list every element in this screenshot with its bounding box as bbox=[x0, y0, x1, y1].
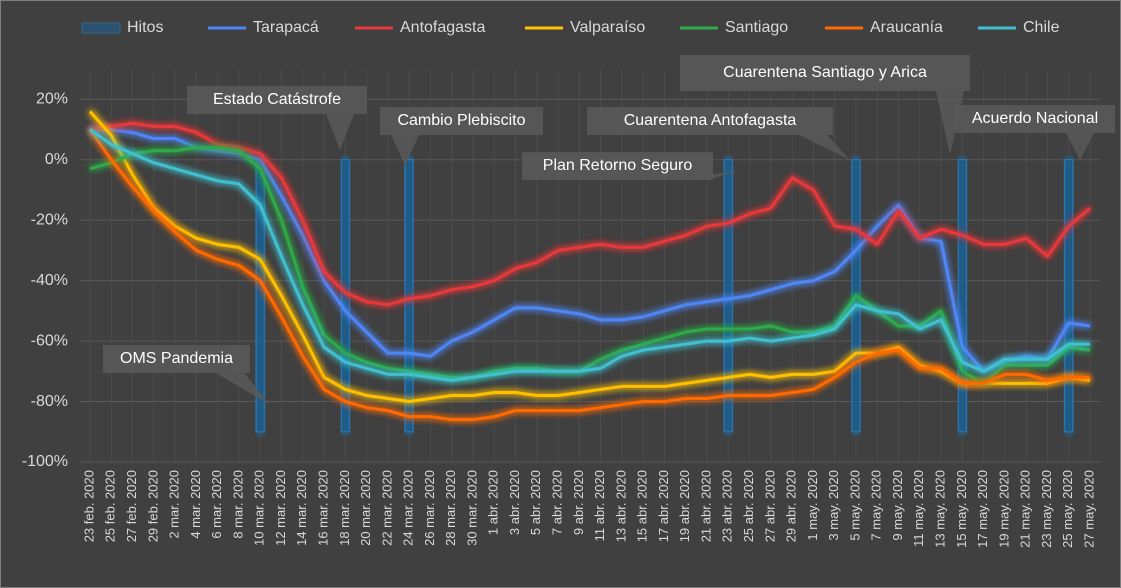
x-tick-label: 1 may. 2020 bbox=[805, 470, 820, 541]
x-tick-label: 23 abr. 2020 bbox=[720, 470, 735, 542]
legend-swatch bbox=[81, 22, 121, 34]
x-tick-label: 16 mar. 2020 bbox=[315, 470, 330, 546]
x-tick-label: 15 abr. 2020 bbox=[635, 470, 650, 542]
x-tick-label: 26 mar. 2020 bbox=[422, 470, 437, 546]
milestone-bar bbox=[957, 159, 967, 433]
callout-pointer bbox=[391, 135, 419, 165]
series-line bbox=[89, 128, 1090, 382]
series-line bbox=[88, 128, 1090, 422]
callout-box bbox=[187, 86, 367, 114]
x-tick-label: 24 mar. 2020 bbox=[401, 470, 416, 546]
milestone-bar bbox=[723, 159, 733, 433]
series-line bbox=[88, 110, 1091, 404]
x-tick-label: 9 abr. 2020 bbox=[571, 470, 586, 535]
legend-label: Chile bbox=[1023, 19, 1060, 36]
callout-pointer bbox=[799, 135, 850, 160]
annotation: Cuarentena Antofagasta bbox=[624, 112, 797, 129]
x-tick-label: 19 may. 2020 bbox=[996, 470, 1011, 548]
x-tick-label: 14 mar. 2020 bbox=[294, 470, 309, 546]
annotation: Cuarentena Santiago y Arica bbox=[723, 64, 927, 81]
y-tick-label: -20% bbox=[31, 211, 68, 228]
x-tick-label: 29 abr. 2020 bbox=[784, 470, 799, 542]
milestone-bar bbox=[1064, 159, 1074, 433]
legend-label: Santiago bbox=[725, 19, 788, 36]
x-tick-label: 19 abr. 2020 bbox=[677, 470, 692, 542]
y-tick-label: -60% bbox=[31, 332, 68, 349]
callout-pointer bbox=[216, 373, 270, 405]
x-tick-label: 23 feb. 2020 bbox=[81, 470, 96, 542]
x-tick-label: 3 may. 2020 bbox=[826, 470, 841, 541]
callout-box bbox=[680, 55, 970, 91]
x-tick-label: 7 abr. 2020 bbox=[550, 470, 565, 535]
callout-pointer bbox=[1066, 133, 1094, 160]
x-tick-label: 21 may. 2020 bbox=[1018, 470, 1033, 548]
y-tick-label: 0% bbox=[45, 151, 68, 168]
y-tick-label: -40% bbox=[31, 272, 68, 289]
x-tick-label: 4 mar. 2020 bbox=[188, 470, 203, 539]
y-tick-label: -80% bbox=[31, 393, 68, 410]
x-tick-label: 17 abr. 2020 bbox=[656, 470, 671, 542]
x-tick-label: 30 mar. 2020 bbox=[464, 470, 479, 546]
x-tick-label: 12 mar. 2020 bbox=[273, 470, 288, 546]
annotation: Plan Retorno Seguro bbox=[543, 157, 693, 174]
series-line bbox=[89, 146, 1091, 385]
x-tick-label: 3 abr. 2020 bbox=[507, 470, 522, 535]
annotation: Cambio Plebiscito bbox=[397, 112, 525, 129]
annotation: Estado Catástrofe bbox=[213, 91, 341, 108]
y-tick-label: -100% bbox=[22, 453, 68, 470]
callout-box bbox=[587, 107, 833, 135]
x-tick-label: 7 may. 2020 bbox=[869, 470, 884, 541]
x-tick-label: 28 mar. 2020 bbox=[443, 470, 458, 546]
y-tick-label: 20% bbox=[36, 90, 68, 107]
legend-label: Tarapacá bbox=[253, 19, 319, 36]
x-tick-label: 25 abr. 2020 bbox=[741, 470, 756, 542]
x-tick-label: 2 mar. 2020 bbox=[167, 470, 182, 539]
callout-pointer bbox=[326, 114, 354, 150]
callout-box bbox=[522, 152, 713, 180]
legend-label: Valparaíso bbox=[570, 19, 645, 36]
callout-box bbox=[955, 105, 1115, 133]
x-tick-label: 11 abr. 2020 bbox=[592, 470, 607, 541]
legend-label: Hitos bbox=[127, 19, 163, 36]
x-tick-label: 25 feb. 2020 bbox=[103, 470, 118, 542]
x-tick-label: 5 may. 2020 bbox=[847, 470, 862, 541]
x-tick-label: 10 mar. 2020 bbox=[252, 470, 267, 546]
x-tick-label: 22 mar. 2020 bbox=[379, 470, 394, 546]
callout-box bbox=[103, 345, 250, 373]
annotation: OMS Pandemia bbox=[120, 350, 233, 367]
x-tick-label: 1 abr. 2020 bbox=[486, 470, 501, 535]
x-tick-label: 17 may. 2020 bbox=[975, 470, 990, 548]
x-tick-label: 27 abr. 2020 bbox=[762, 470, 777, 542]
x-tick-label: 21 abr. 2020 bbox=[698, 470, 713, 542]
x-tick-label: 23 may. 2020 bbox=[1039, 470, 1054, 548]
x-tick-label: 11 may. 2020 bbox=[911, 470, 926, 547]
legend-label: Araucanía bbox=[870, 19, 943, 36]
x-tick-label: 18 mar. 2020 bbox=[337, 470, 352, 546]
x-tick-label: 8 mar. 2020 bbox=[230, 470, 245, 539]
x-tick-label: 27 feb. 2020 bbox=[124, 470, 139, 542]
x-tick-label: 25 may. 2020 bbox=[1060, 470, 1075, 548]
legend-label: Antofagasta bbox=[400, 19, 486, 36]
milestone-bar bbox=[404, 159, 414, 433]
callout-box bbox=[380, 107, 543, 135]
x-tick-label: 9 may. 2020 bbox=[890, 470, 905, 541]
x-tick-label: 13 abr. 2020 bbox=[613, 470, 628, 542]
series-line bbox=[89, 121, 1091, 307]
x-tick-label: 29 feb. 2020 bbox=[145, 470, 160, 542]
x-tick-label: 27 may. 2020 bbox=[1081, 470, 1096, 548]
x-tick-label: 20 mar. 2020 bbox=[358, 470, 373, 546]
annotation: Acuerdo Nacional bbox=[972, 110, 1098, 127]
x-tick-label: 15 may. 2020 bbox=[954, 470, 969, 548]
series-line bbox=[90, 127, 1091, 373]
x-tick-label: 5 abr. 2020 bbox=[528, 470, 543, 535]
x-tick-label: 6 mar. 2020 bbox=[209, 470, 224, 539]
x-tick-label: 13 may. 2020 bbox=[933, 470, 948, 548]
